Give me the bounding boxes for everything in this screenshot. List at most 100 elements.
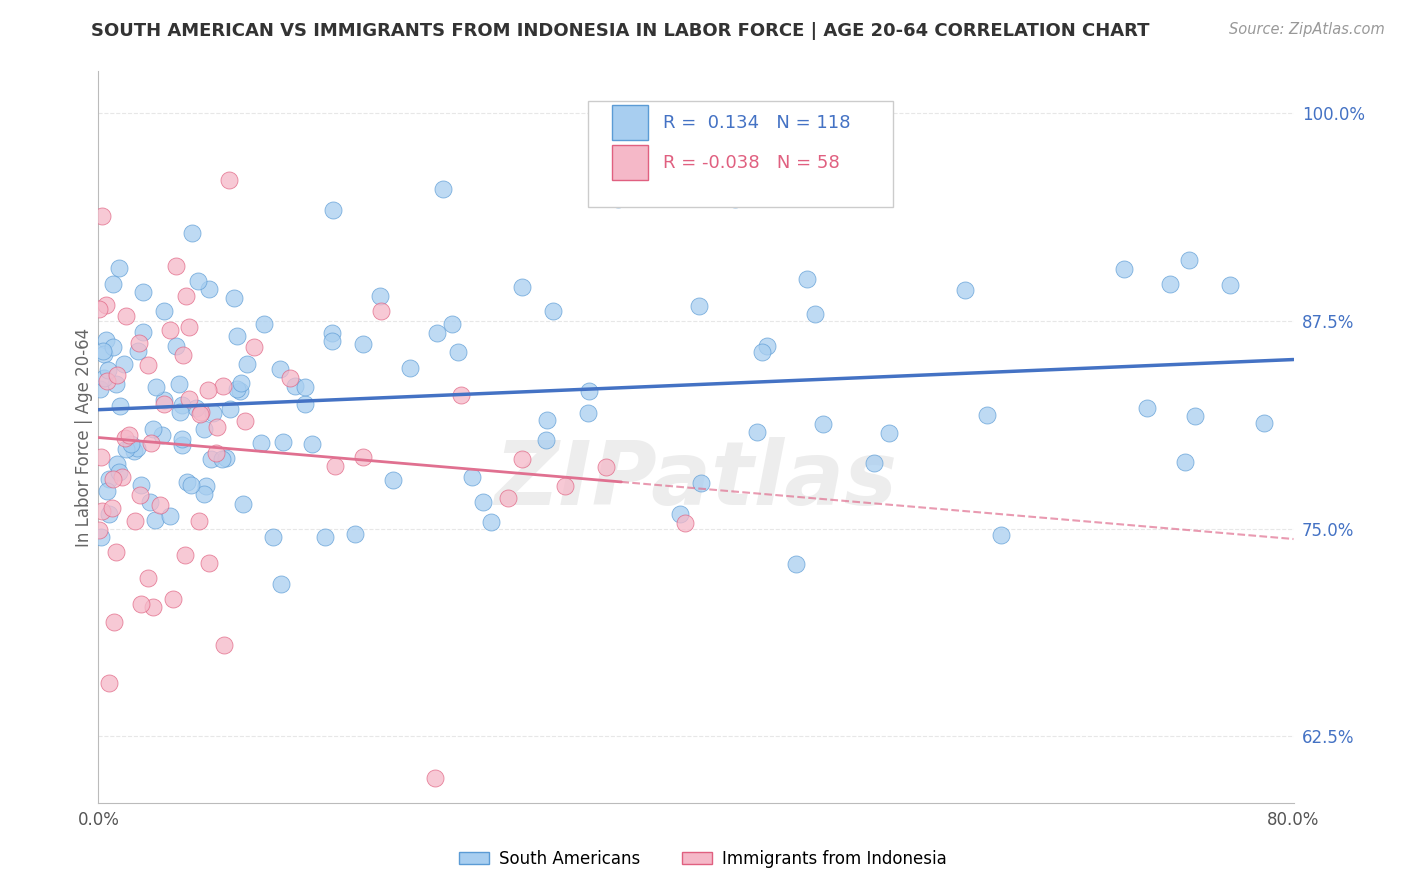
Point bbox=[184, 401, 207, 415]
Point bbox=[222, 291, 245, 305]
Point bbox=[253, 317, 276, 331]
Point bbox=[229, 384, 252, 399]
Point bbox=[90, 504, 112, 518]
Point bbox=[249, 436, 271, 450]
Point bbox=[1219, 278, 1241, 293]
Point bbox=[472, 495, 495, 509]
Point bbox=[170, 398, 193, 412]
Point bbox=[132, 285, 155, 299]
Point bbox=[152, 304, 174, 318]
Point bbox=[180, 226, 202, 240]
Point bbox=[127, 441, 149, 455]
Y-axis label: In Labor Force | Age 20-64: In Labor Force | Age 20-64 bbox=[75, 327, 93, 547]
Point bbox=[112, 357, 135, 371]
Point bbox=[170, 438, 193, 452]
Point bbox=[432, 182, 454, 196]
Point bbox=[87, 301, 110, 316]
Point bbox=[143, 513, 166, 527]
Point bbox=[167, 377, 190, 392]
Point bbox=[321, 334, 343, 348]
Point bbox=[219, 401, 242, 416]
Point bbox=[120, 437, 142, 451]
Point bbox=[198, 557, 221, 571]
Point bbox=[118, 427, 141, 442]
Point bbox=[576, 406, 599, 420]
Point bbox=[751, 345, 773, 359]
Point bbox=[105, 368, 128, 382]
Point bbox=[127, 343, 149, 358]
Point bbox=[205, 420, 228, 434]
Point bbox=[101, 472, 124, 486]
Point bbox=[352, 450, 374, 464]
Point bbox=[170, 432, 193, 446]
Point bbox=[197, 282, 219, 296]
Point bbox=[578, 384, 600, 398]
Point bbox=[322, 203, 344, 218]
Point bbox=[200, 452, 222, 467]
Point bbox=[877, 426, 900, 441]
Point bbox=[724, 192, 747, 206]
Point bbox=[205, 446, 228, 460]
Point bbox=[187, 274, 209, 288]
Point bbox=[187, 514, 209, 528]
Text: R =  0.134   N = 118: R = 0.134 N = 118 bbox=[662, 113, 851, 131]
Point bbox=[382, 473, 405, 487]
Point bbox=[122, 444, 145, 458]
Point bbox=[212, 638, 235, 652]
Point bbox=[461, 470, 484, 484]
Point bbox=[202, 407, 225, 421]
Point bbox=[193, 422, 215, 436]
Point bbox=[107, 260, 129, 275]
Point bbox=[278, 371, 301, 385]
Point bbox=[785, 557, 807, 571]
Point bbox=[236, 357, 259, 371]
Point bbox=[690, 475, 713, 490]
Point bbox=[607, 193, 630, 207]
Point bbox=[108, 466, 131, 480]
Point bbox=[479, 516, 502, 530]
Point bbox=[93, 346, 115, 360]
Point bbox=[97, 507, 120, 521]
Point bbox=[976, 408, 998, 422]
Point bbox=[1178, 252, 1201, 267]
FancyBboxPatch shape bbox=[613, 145, 648, 180]
Point bbox=[104, 376, 127, 391]
Point bbox=[114, 430, 136, 444]
Point bbox=[94, 334, 117, 348]
Point bbox=[262, 530, 284, 544]
Point bbox=[232, 497, 254, 511]
Point bbox=[284, 378, 307, 392]
Point bbox=[541, 304, 564, 318]
Point bbox=[218, 173, 240, 187]
Point bbox=[124, 515, 146, 529]
Point bbox=[103, 277, 125, 291]
Point bbox=[132, 326, 155, 340]
Point bbox=[811, 417, 834, 431]
Point bbox=[536, 413, 558, 427]
Point bbox=[496, 491, 519, 505]
Point bbox=[97, 363, 120, 377]
Point bbox=[294, 397, 316, 411]
Point bbox=[294, 379, 316, 393]
Point bbox=[174, 289, 197, 303]
Point bbox=[534, 433, 557, 447]
Point bbox=[211, 451, 233, 466]
Point bbox=[226, 382, 249, 396]
Point bbox=[314, 530, 336, 544]
Point bbox=[426, 326, 449, 341]
FancyBboxPatch shape bbox=[589, 101, 893, 207]
Point bbox=[162, 592, 184, 607]
Point bbox=[180, 478, 202, 492]
Point bbox=[142, 600, 165, 615]
Point bbox=[233, 414, 256, 428]
Point bbox=[688, 299, 710, 313]
Point bbox=[1114, 261, 1136, 276]
Point bbox=[97, 472, 120, 486]
Point bbox=[174, 548, 197, 562]
Point bbox=[111, 470, 134, 484]
Point bbox=[145, 380, 167, 394]
Point bbox=[139, 495, 162, 509]
Point bbox=[953, 283, 976, 297]
Point bbox=[150, 428, 173, 442]
Point bbox=[352, 337, 374, 351]
